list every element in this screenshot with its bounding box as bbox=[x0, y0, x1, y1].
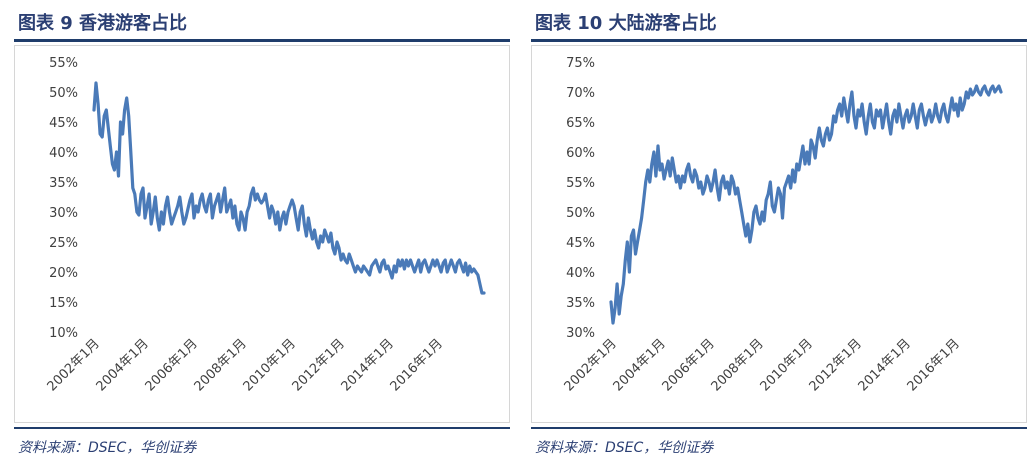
chart-frame bbox=[531, 45, 1027, 423]
footer-divider bbox=[531, 427, 1027, 429]
title-divider bbox=[531, 39, 1027, 42]
y-tick-label: 50% bbox=[566, 206, 595, 221]
y-tick-label: 45% bbox=[49, 116, 78, 131]
x-tick-label: 2016年1月 bbox=[388, 336, 446, 394]
y-tick-label: 30% bbox=[49, 206, 78, 221]
series-line bbox=[609, 84, 1003, 325]
chart-panel-hk-visitors: 图表 9 香港游客占比 55% 50% 45% 40% 35% 30% 25% 20% 15% 1… bbox=[14, 0, 514, 466]
series-line bbox=[92, 81, 486, 295]
source-note: 资料来源：DSEC，华创证券 bbox=[18, 440, 197, 456]
y-tick-label: 55% bbox=[566, 176, 595, 191]
y-tick-label: 75% bbox=[566, 56, 595, 71]
y-tick-label: 10% bbox=[49, 326, 78, 341]
y-tick-label: 45% bbox=[566, 236, 595, 251]
y-tick-label: 15% bbox=[49, 296, 78, 311]
y-tick-label: 40% bbox=[566, 266, 595, 281]
y-tick-label: 35% bbox=[566, 296, 595, 311]
y-tick-label: 20% bbox=[49, 266, 78, 281]
chart-title: 图表 10 大陆游客占比 bbox=[535, 13, 717, 34]
footer-divider bbox=[14, 427, 510, 429]
y-tick-label: 35% bbox=[49, 176, 78, 191]
chart-panel-mainland-visitors: 图表 10 大陆游客占比 75% 70% 65% 60% 55% 50% 45% 40% 35%… bbox=[531, 0, 1031, 466]
y-tick-label: 60% bbox=[566, 146, 595, 161]
y-tick-label: 30% bbox=[566, 326, 595, 341]
line-chart: 55%50%45%40%35%30%25%20%15%10%2002年1月200… bbox=[45, 56, 486, 394]
y-tick-label: 70% bbox=[566, 86, 595, 101]
source-note: 资料来源：DSEC，华创证券 bbox=[535, 440, 714, 456]
y-tick-label: 65% bbox=[566, 116, 595, 131]
x-tick-label: 2016年1月 bbox=[905, 336, 963, 394]
y-tick-label: 55% bbox=[49, 56, 78, 71]
chart-title: 图表 9 香港游客占比 bbox=[18, 13, 188, 34]
line-chart: 75%70%65%60%55%50%45%40%35%30%2002年1月200… bbox=[562, 56, 1003, 394]
y-tick-label: 25% bbox=[49, 236, 78, 251]
title-divider bbox=[14, 39, 510, 42]
y-tick-label: 50% bbox=[49, 86, 78, 101]
chart-frame bbox=[14, 45, 510, 423]
y-tick-label: 40% bbox=[49, 146, 78, 161]
